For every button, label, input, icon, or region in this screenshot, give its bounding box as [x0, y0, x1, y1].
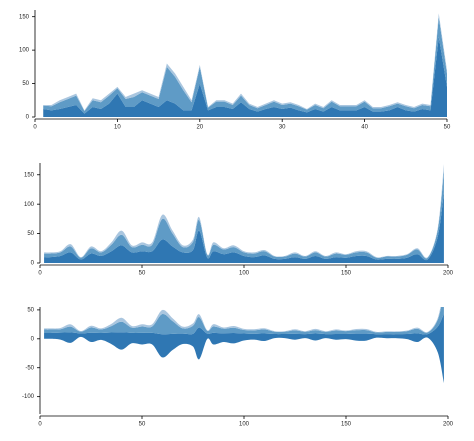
area-layer	[44, 313, 444, 384]
x-tick-label: 0	[38, 271, 42, 277]
area-layer	[44, 170, 444, 261]
x-tick-label: 150	[341, 422, 352, 428]
x-tick-label: 20	[196, 125, 203, 131]
area-layer	[43, 13, 447, 111]
x-tick-label: 100	[239, 271, 250, 277]
y-tick-label: 0	[31, 261, 35, 267]
x-tick-label: 50	[139, 422, 146, 428]
x-tick-label: 50	[444, 125, 451, 131]
plot-area	[44, 164, 444, 263]
x-tick-label: 200	[443, 422, 454, 428]
area-layer	[44, 164, 444, 259]
x-tick-label: 0	[38, 422, 42, 428]
y-tick-label: 150	[24, 172, 35, 178]
y-tick-label: 150	[19, 14, 30, 20]
y-tick-label: 100	[19, 48, 30, 54]
y-tick-label: 100	[24, 202, 35, 208]
x-tick-label: 150	[341, 271, 352, 277]
area-layer	[44, 307, 444, 335]
plot-area	[44, 307, 444, 384]
plot-area	[43, 13, 447, 117]
x-tick-label: 100	[239, 422, 250, 428]
x-tick-label: 10	[114, 125, 121, 131]
y-tick-label: 0	[26, 115, 30, 121]
y-tick-label: -100	[22, 394, 35, 400]
x-tick-label: 200	[443, 271, 454, 277]
y-tick-label: 50	[27, 231, 34, 237]
y-tick-label: -50	[25, 365, 34, 371]
y-tick-label: 50	[22, 81, 29, 87]
y-tick-label: 50	[27, 307, 34, 313]
area-layer	[44, 307, 442, 333]
x-tick-label: 0	[33, 125, 37, 131]
x-tick-label: 30	[279, 125, 286, 131]
x-tick-label: 50	[139, 271, 146, 277]
y-tick-label: 0	[31, 336, 35, 342]
x-tick-label: 40	[361, 125, 368, 131]
